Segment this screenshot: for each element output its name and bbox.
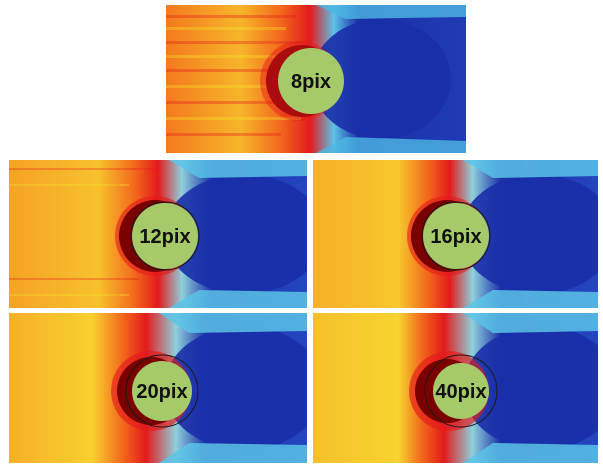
panel-label-40pix: 40pix	[435, 381, 486, 403]
flow-field-20pix: 20pix	[9, 313, 307, 463]
panel-label-8pix: 8pix	[291, 71, 331, 93]
flow-field-8pix: 8pix	[166, 5, 466, 153]
cylinder-body	[132, 203, 198, 269]
panel-label-20pix: 20pix	[136, 381, 187, 403]
panel-20pix: 20pix	[9, 313, 307, 463]
cylinder-body	[423, 203, 489, 269]
cylinder-body	[278, 48, 344, 114]
panel-40pix: 40pix	[313, 313, 598, 463]
cylinder-body	[433, 363, 489, 419]
panel-12pix: 12pix	[9, 160, 307, 308]
panel-16pix: 16pix	[313, 160, 598, 308]
cylinder-body	[132, 361, 192, 421]
panel-label-12pix: 12pix	[139, 226, 190, 248]
panel-8pix: 8pix	[166, 5, 466, 153]
flow-field-16pix: 16pix	[313, 160, 598, 308]
flow-field-40pix: 40pix	[313, 313, 598, 463]
panel-label-16pix: 16pix	[430, 226, 481, 248]
flow-field-12pix: 12pix	[9, 160, 307, 308]
